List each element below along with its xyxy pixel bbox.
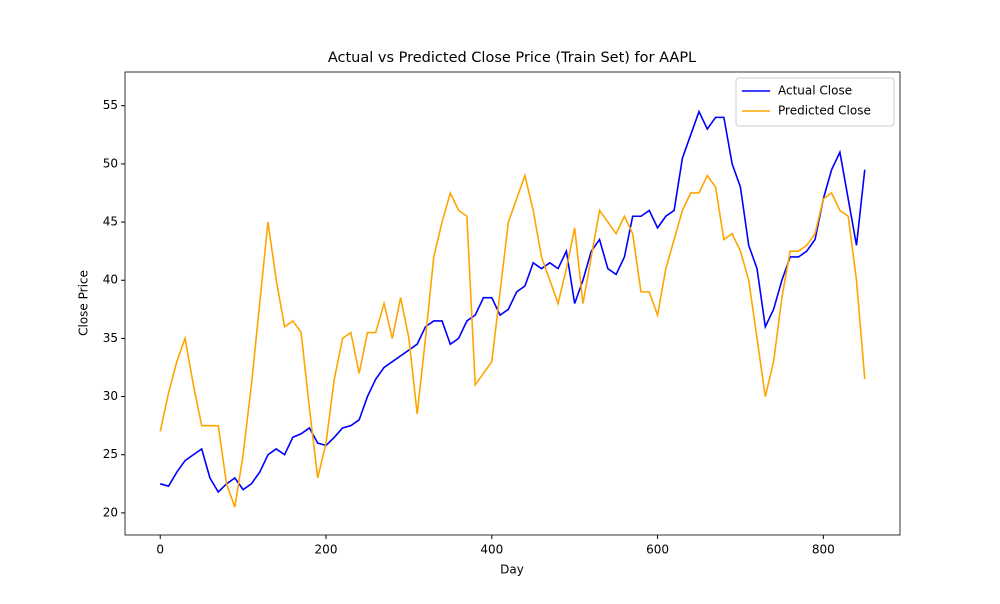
y-tick-label: 50 bbox=[103, 156, 118, 170]
x-tick-label: 800 bbox=[812, 543, 835, 557]
y-tick-label: 55 bbox=[103, 98, 118, 112]
legend-box bbox=[735, 77, 895, 127]
y-tick-label: 30 bbox=[103, 389, 118, 403]
series-line bbox=[160, 109, 866, 494]
y-tick-label: 35 bbox=[103, 331, 118, 345]
y-tick-label: 45 bbox=[103, 215, 118, 229]
x-axis-label: Day bbox=[500, 563, 524, 577]
x-tick-label: 0 bbox=[156, 543, 164, 557]
x-tick-label: 600 bbox=[646, 543, 669, 557]
plot-frame bbox=[124, 71, 901, 536]
series-line bbox=[159, 172, 866, 508]
y-tick-label: 40 bbox=[103, 273, 118, 287]
y-tick-label: 20 bbox=[103, 505, 118, 519]
x-tick-label: 400 bbox=[480, 543, 503, 557]
legend-label: Predicted Close bbox=[778, 104, 871, 118]
y-axis-label: Close Price bbox=[77, 270, 91, 336]
y-tick-label: 25 bbox=[103, 447, 118, 461]
chart-title: Actual vs Predicted Close Price (Train S… bbox=[328, 50, 696, 66]
legend-label: Actual Close bbox=[778, 84, 852, 98]
x-tick-label: 200 bbox=[315, 543, 338, 557]
